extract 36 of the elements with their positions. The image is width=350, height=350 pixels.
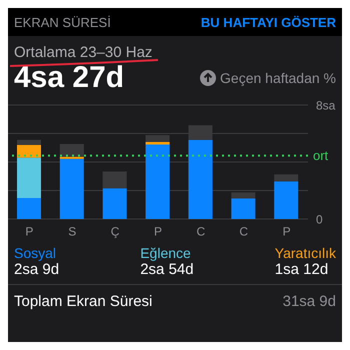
bar [17, 144, 41, 158]
x-tick-label: P [282, 224, 291, 239]
series-label: Sosyal [14, 245, 58, 261]
bar [102, 172, 127, 188]
bar [60, 144, 84, 157]
text: Yaratıcılık [274, 245, 336, 261]
chart-title: Ortalama 23–30 Haz [14, 44, 154, 61]
x-tick-label: Ç [110, 224, 120, 239]
chart-subtitle: 4sa 27d [14, 61, 124, 95]
x-tick-label: S [68, 224, 76, 239]
ref-line-label: ort [313, 148, 329, 164]
text: 2sa 54d [140, 261, 194, 278]
text: EKRAN SÜRESİ [14, 14, 111, 30]
bar [17, 198, 41, 219]
text: Toplam Ekran Süresi [14, 293, 152, 310]
text: BU HAFTAYI GÖSTER [200, 14, 336, 30]
text: 2sa 9d [14, 261, 60, 278]
y-tick-label: 0 [316, 212, 323, 226]
x-tick-label: C [196, 224, 206, 239]
text: Geçen haftadan % [219, 70, 336, 86]
bar [274, 174, 298, 182]
bar [17, 140, 41, 145]
x-tick-label: P [25, 224, 34, 239]
x-tick-label: C [239, 224, 248, 239]
bar [231, 198, 256, 219]
text: Eğlence [140, 245, 192, 261]
bar [146, 144, 170, 219]
bar [17, 158, 41, 198]
bar [60, 158, 84, 219]
bar [188, 140, 212, 219]
y-tick-label: 8sa [316, 98, 336, 112]
x-tick-label: P [154, 224, 162, 239]
text: 31sa 9d [282, 293, 336, 310]
text: 1sa 12d [274, 261, 330, 278]
bar [274, 181, 298, 219]
bar [102, 188, 127, 219]
